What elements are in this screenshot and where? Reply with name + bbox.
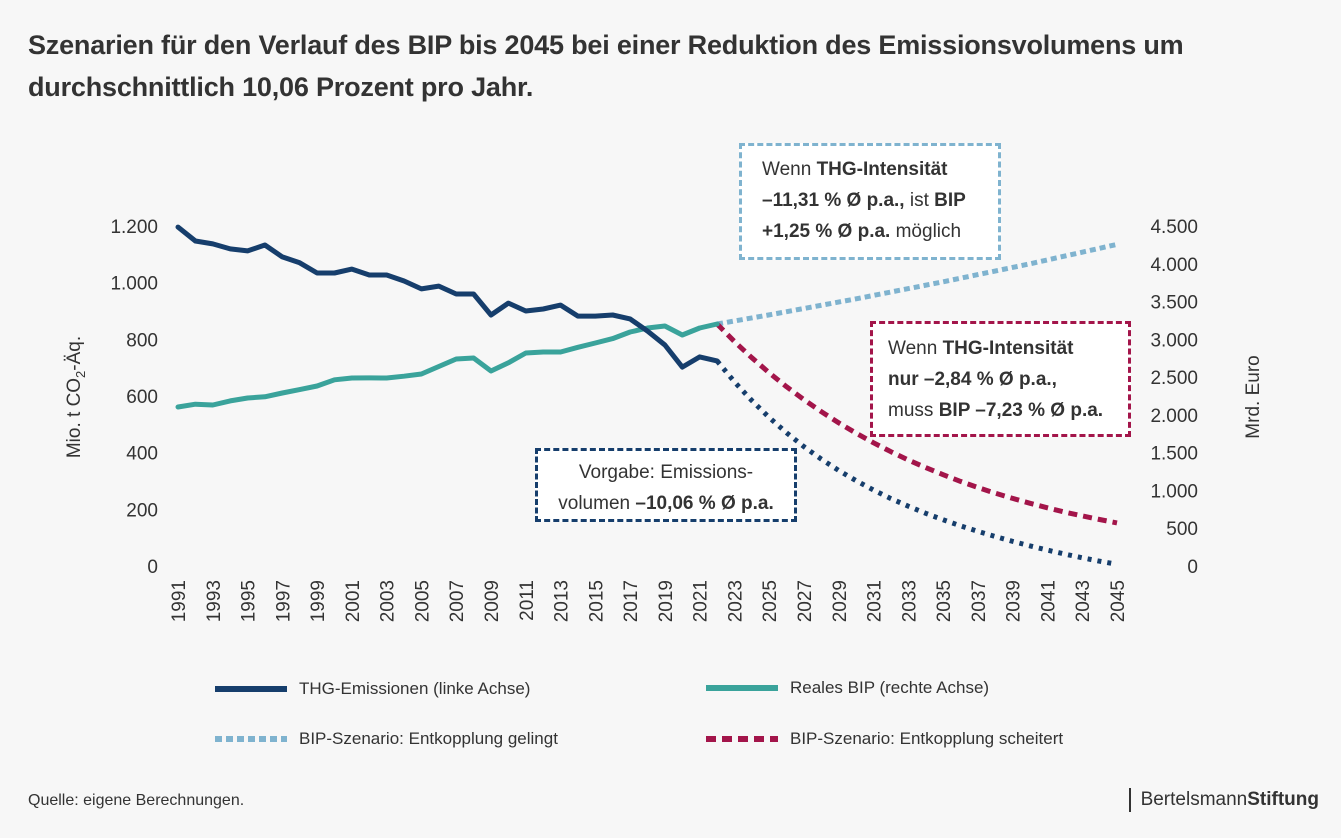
x-tick-label: 2035 <box>934 580 955 622</box>
left-y-tick-label: 1.200 <box>110 217 158 238</box>
left-y-axis-label: Mio. t CO2-Äq. <box>64 336 88 458</box>
x-axis-ticks: 1991 1993 1995 1997 1999 2001 2003 2005 2007 2009… <box>169 580 1129 622</box>
x-tick-label: 2007 <box>447 580 468 622</box>
right-y-axis-label: Mrd. Euro <box>1243 355 1264 438</box>
legend-label: Reales BIP (rechte Achse) <box>790 678 990 697</box>
x-tick-label: 2041 <box>1038 580 1059 622</box>
left-y-tick-label: 0 <box>147 557 158 578</box>
x-tick-label: 2009 <box>482 580 503 622</box>
x-tick-label: 2023 <box>725 580 746 622</box>
annotation-text: Wenn <box>762 159 817 180</box>
left-y-tick-label: 800 <box>126 330 158 351</box>
legend-item-failure: BIP-Szenario: Entkopplung scheitert <box>706 729 1063 749</box>
x-tick-label: 2025 <box>760 580 781 622</box>
right-y-tick-label: 0 <box>1187 557 1198 578</box>
series-lines <box>175 224 1118 567</box>
right-y-tick-label: 4.000 <box>1150 255 1198 276</box>
annotation-text: Wenn <box>888 338 943 359</box>
annotation-text: +1,25 % Ø p.a. <box>762 221 891 242</box>
x-tick-label: 2013 <box>552 580 573 622</box>
annotation-text: –10,06 % Ø p.a. <box>635 493 774 514</box>
source-note: Quelle: eigene Berechnungen. <box>28 792 245 809</box>
annotation-text: Vorgabe: Emissions- <box>578 462 754 483</box>
legend-label: BIP-Szenario: Entkopplung scheitert <box>790 729 1064 748</box>
right-y-axis-ticks: 0 500 1.000 1.500 2.000 2.500 3.000 3.500 4.000 4… <box>1150 217 1198 578</box>
legend-item-success: BIP-Szenario: Entkopplung gelingt <box>215 729 558 749</box>
annotation-text: möglich <box>890 221 962 242</box>
left-y-tick-label: 600 <box>126 387 158 408</box>
left-y-axis-ticks: 0 200 400 600 800 1.000 1.200 <box>110 217 158 578</box>
x-tick-label: 1999 <box>308 580 329 622</box>
right-y-tick-label: 500 <box>1166 519 1198 540</box>
right-y-tick-label: 3.000 <box>1150 330 1198 351</box>
x-tick-label: 2001 <box>343 580 364 622</box>
series-line-reales-bip-rechte-achse <box>175 321 720 410</box>
x-tick-label: 2037 <box>969 580 990 622</box>
annotation-text: THG-Intensität <box>816 159 948 180</box>
left-y-tick-label: 200 <box>126 500 158 521</box>
annotation-target: Vorgabe: Emissions- volumen –10,06 % Ø p… <box>535 448 797 522</box>
legend-swatch-solid <box>215 686 287 692</box>
right-y-tick-label: 1.500 <box>1150 444 1198 465</box>
x-tick-label: 2005 <box>412 580 433 622</box>
legend-swatch-solid <box>706 685 778 691</box>
annotation-text: BIP <box>934 190 966 211</box>
series-line-bip-szenario-entkopplung-scheitert <box>715 322 1118 526</box>
x-tick-label: 2011 <box>517 580 538 621</box>
annotation-success: Wenn THG-Intensität –11,31 % Ø p.a., ist… <box>739 143 1001 260</box>
legend-item-emissions: THG-Emissionen (linke Achse) <box>215 679 530 699</box>
annotation-text: –11,31 % Ø p.a., <box>762 190 905 211</box>
annotation-text: BIP –7,23 % Ø p.a. <box>938 400 1104 421</box>
legend-label: THG-Emissionen (linke Achse) <box>299 679 531 698</box>
legend-swatch-dotted <box>215 736 287 742</box>
x-tick-label: 2039 <box>1004 580 1025 622</box>
x-tick-label: 1993 <box>204 580 225 622</box>
left-y-tick-label: 1.000 <box>110 274 158 295</box>
annotation-text: muss <box>888 400 939 421</box>
x-tick-label: 1991 <box>169 580 190 622</box>
annotation-text: volumen <box>558 493 636 514</box>
x-tick-label: 2031 <box>865 580 886 622</box>
left-y-tick-label: 400 <box>126 444 158 465</box>
brand-logo: BertelsmannStiftung <box>1128 788 1319 812</box>
x-tick-label: 2017 <box>621 580 642 622</box>
x-tick-label: 2003 <box>378 580 399 622</box>
annotation-failure: Wenn THG-Intensität nur –2,84 % Ø p.a., … <box>870 321 1131 437</box>
annotation-text: THG-Intensität <box>942 338 1074 359</box>
x-tick-label: 2027 <box>795 580 816 622</box>
right-y-tick-label: 1.000 <box>1150 481 1198 502</box>
x-tick-label: 1995 <box>239 580 260 622</box>
right-y-tick-label: 2.000 <box>1150 406 1198 427</box>
series-line-bip-szenario-entkopplung-gelingt <box>716 241 1118 327</box>
right-y-tick-label: 2.500 <box>1150 368 1198 389</box>
x-tick-label: 2015 <box>586 580 607 622</box>
right-y-tick-label: 3.500 <box>1150 293 1198 314</box>
x-tick-label: 2029 <box>830 580 851 622</box>
series-line-emissionen-vorgabe-szenario <box>715 359 1118 567</box>
x-tick-label: 2021 <box>691 580 712 622</box>
chart-title: Szenarien für den Verlauf des BIP bis 20… <box>28 30 1184 102</box>
annotation-text: nur –2,84 % Ø p.a., <box>888 369 1057 390</box>
x-tick-label: 2045 <box>1108 580 1129 622</box>
right-y-tick-label: 4.500 <box>1150 217 1198 238</box>
series-line-thg-emissionen-linke-achse <box>175 224 720 370</box>
x-tick-label: 2033 <box>899 580 920 622</box>
legend-item-bip: Reales BIP (rechte Achse) <box>706 678 989 698</box>
brand-text: Stiftung <box>1247 789 1319 810</box>
x-tick-label: 2043 <box>1073 580 1094 622</box>
legend-swatch-dashed <box>706 736 778 742</box>
x-tick-label: 2019 <box>656 580 677 622</box>
annotation-text: ist <box>904 190 935 211</box>
x-tick-label: 1997 <box>273 580 294 622</box>
brand-text: Bertelsmann <box>1140 789 1248 810</box>
legend-label: BIP-Szenario: Entkopplung gelingt <box>299 729 558 748</box>
